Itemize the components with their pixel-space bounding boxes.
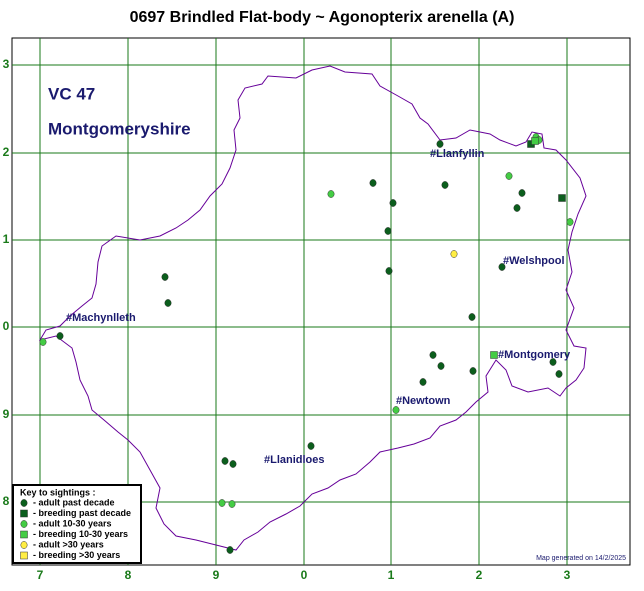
key-symbol	[20, 530, 28, 539]
key: Key to sightings : - adult past decade- …	[12, 484, 142, 564]
sighting-marker	[164, 299, 172, 307]
sighting-marker	[505, 172, 513, 180]
key-symbol	[20, 520, 28, 528]
sighting-marker	[436, 140, 444, 148]
x-grid-label: 7	[37, 568, 44, 582]
sightings	[39, 133, 574, 554]
key-symbol	[20, 541, 28, 549]
key-label: - adult >30 years	[33, 539, 104, 549]
x-grid-label: 1	[388, 568, 395, 582]
sighting-marker	[228, 500, 236, 508]
sighting-marker	[437, 362, 445, 370]
key-title: Key to sightings :	[20, 487, 96, 497]
sighting-marker	[419, 378, 427, 386]
sighting-marker	[307, 442, 315, 450]
x-grid-label: 0	[301, 568, 308, 582]
vc-code: VC 47	[48, 84, 95, 103]
sighting-marker	[369, 179, 377, 187]
place-label: #Llanfyllin	[430, 148, 485, 160]
sighting-marker	[221, 457, 229, 465]
sighting-marker	[450, 250, 458, 258]
sighting-marker	[441, 181, 449, 189]
y-grid-label: 8	[3, 494, 10, 508]
y-grid-label: 3	[3, 57, 10, 71]
sighting-marker	[161, 273, 169, 281]
sighting-marker	[429, 351, 437, 359]
key-label: - adult past decade	[33, 497, 115, 507]
y-grid-label: 1	[3, 232, 10, 246]
sighting-marker	[384, 227, 392, 235]
sighting-marker	[389, 199, 397, 207]
key-symbol	[20, 551, 28, 560]
sighting-marker	[385, 267, 393, 275]
sighting-marker	[549, 358, 557, 366]
sighting-marker	[555, 370, 563, 378]
sighting-marker	[468, 313, 476, 321]
sighting-marker	[513, 204, 521, 212]
sighting-marker	[498, 263, 506, 271]
key-label: - breeding >30 years	[33, 550, 120, 560]
places: #Llanfyllin #Welshpool #Machynlleth #Montgo…	[66, 148, 571, 466]
key-label: - breeding past decade	[33, 508, 131, 518]
sighting-marker	[327, 190, 335, 198]
county-boundary	[38, 65, 587, 551]
footer: Map generated on 14/2/2025	[536, 555, 626, 562]
key-symbol	[20, 509, 28, 518]
key-box	[12, 484, 142, 564]
key-symbol	[20, 499, 28, 507]
sighting-marker	[39, 338, 47, 346]
sighting-marker	[218, 499, 226, 507]
sighting-marker	[56, 332, 64, 340]
y-grid-label: 9	[3, 407, 10, 421]
sighting-marker	[531, 137, 539, 145]
place-label: #Newtown	[396, 395, 451, 407]
sighting-marker	[518, 189, 526, 197]
map-frame	[11, 37, 631, 566]
y-grid-label: 0	[3, 319, 10, 333]
y-grid-label: 2	[3, 145, 10, 159]
place-label: #Machynlleth	[66, 312, 136, 324]
sighting-marker	[558, 194, 566, 202]
sighting-marker	[490, 351, 498, 359]
x-grid-label: 9	[213, 568, 220, 582]
sighting-marker	[469, 367, 477, 375]
place-label: #Montgomery	[498, 349, 571, 361]
x-grid-label: 3	[564, 568, 571, 582]
sighting-marker	[229, 460, 237, 468]
sighting-marker	[226, 546, 234, 554]
place-label: #Welshpool	[503, 255, 565, 267]
x-grid-label: 2	[476, 568, 483, 582]
key-label: - breeding 10-30 years	[33, 529, 128, 539]
x-grid-label: 8	[125, 568, 132, 582]
sighting-marker	[566, 218, 574, 226]
key-label: - adult 10-30 years	[33, 518, 112, 528]
title: 0697 Brindled Flat-body ~ Agonopterix ar…	[130, 9, 515, 26]
place-label: #Llanidloes	[264, 454, 325, 466]
vc-name: Montgomeryshire	[48, 119, 191, 138]
sighting-marker	[392, 406, 400, 414]
